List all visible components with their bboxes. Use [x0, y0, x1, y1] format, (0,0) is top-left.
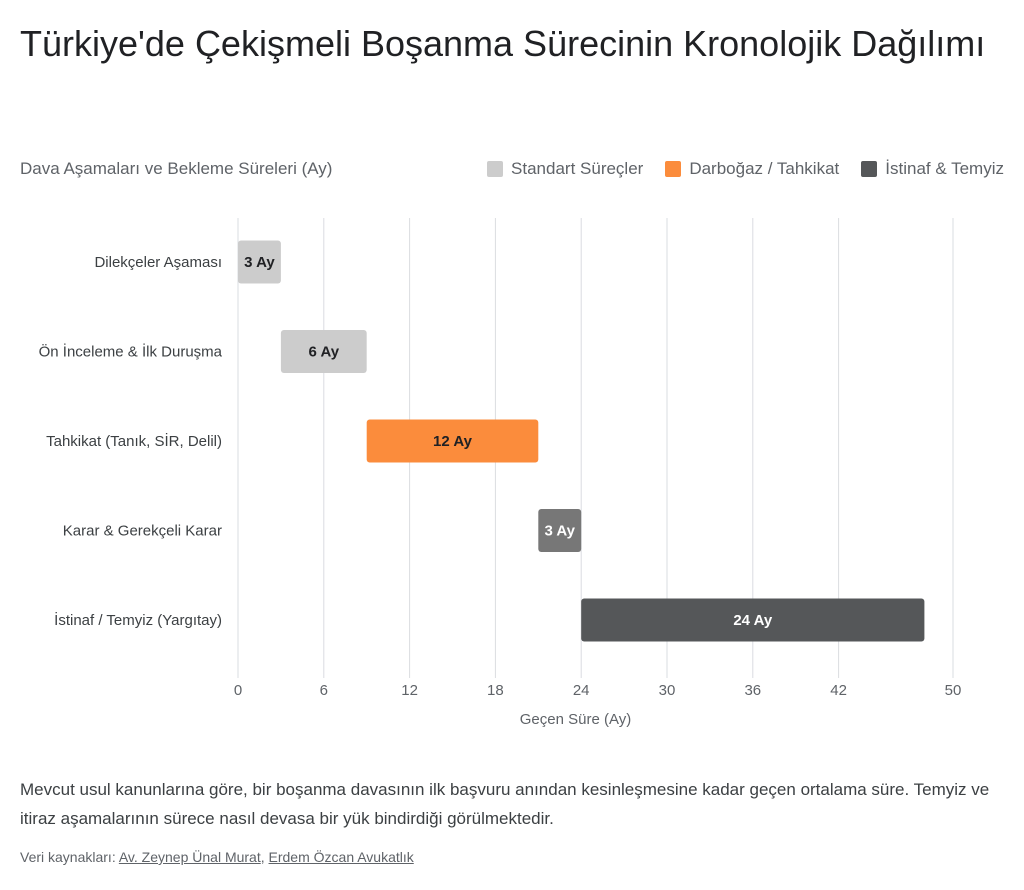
bar-2 — [366, 419, 539, 463]
bar-0 — [238, 240, 281, 284]
x-tick-label-36: 36 — [744, 682, 761, 699]
legend-swatch-standard — [487, 161, 504, 177]
x-tick-label-12: 12 — [401, 682, 418, 699]
legend-label-appeal: İstinaf & Temyiz — [885, 159, 1004, 178]
source-link-1[interactable]: Av. Zeynep Ünal Murat — [118, 849, 261, 865]
legend-label-standard: Standart Süreçler — [511, 159, 644, 178]
bar-label-1: 6 Ay — [309, 344, 340, 361]
category-label-3: Karar & Gerekçeli Karar — [63, 523, 222, 540]
legend-item-bottleneck[interactable]: Darboğaz / Tahkikat — [665, 159, 839, 179]
category-label-4: İstinaf / Temyiz (Yargıtay) — [54, 611, 222, 629]
chart-title: Türkiye'de Çekişmeli Boşanma Sürecinin K… — [20, 23, 986, 64]
bar-label-2: 12 Ay — [433, 433, 473, 450]
x-tick-label-50: 50 — [945, 682, 962, 699]
source-link-2[interactable]: Erdem Özcan Avukatlık — [268, 849, 414, 865]
x-tick-label-18: 18 — [487, 682, 504, 699]
legend-label-bottleneck: Darboğaz / Tahkikat — [689, 159, 840, 178]
x-tick-label-42: 42 — [830, 682, 847, 699]
chart-subtitle: Dava Aşamaları ve Bekleme Süreleri (Ay) — [20, 159, 333, 178]
legend-swatch-appeal — [861, 161, 878, 177]
legend: Standart Süreçler Darboğaz / Tahkikat İs… — [487, 159, 1004, 179]
sources-prefix: Veri kaynakları: — [20, 849, 116, 865]
bar-label-3: 3 Ay — [544, 523, 575, 540]
bar-3 — [538, 509, 582, 552]
x-tick-label-0: 0 — [234, 682, 242, 699]
chart-description: Mevcut usul kanunlarına göre, bir boşanm… — [20, 780, 990, 828]
x-axis-label: Geçen Süre (Ay) — [520, 711, 631, 728]
legend-item-appeal[interactable]: İstinaf & Temyiz — [861, 159, 1004, 179]
x-tick-label-24: 24 — [573, 682, 590, 699]
x-tick-label-30: 30 — [659, 682, 676, 699]
sources: Veri kaynakları: Av. Zeynep Ünal Murat, … — [20, 849, 414, 865]
bar-1 — [280, 330, 367, 373]
bar-label-0: 3 Ay — [244, 254, 275, 271]
category-label-1: Ön İnceleme & İlk Duruşma — [39, 343, 223, 361]
bar-4 — [581, 598, 925, 642]
bar-label-4: 24 Ay — [733, 612, 773, 629]
x-tick-label-6: 6 — [320, 682, 328, 699]
gantt-chart: 0 6 12 18 24 30 36 42 50 Geçen Süre (Ay) Dilekçele… — [39, 218, 962, 728]
category-label-0: Dilekçeler Aşaması — [94, 254, 222, 271]
category-label-2: Tahkikat (Tanık, SİR, Delil) — [46, 432, 222, 450]
legend-item-standard[interactable]: Standart Süreçler — [487, 159, 643, 179]
legend-swatch-bottleneck — [665, 161, 682, 177]
